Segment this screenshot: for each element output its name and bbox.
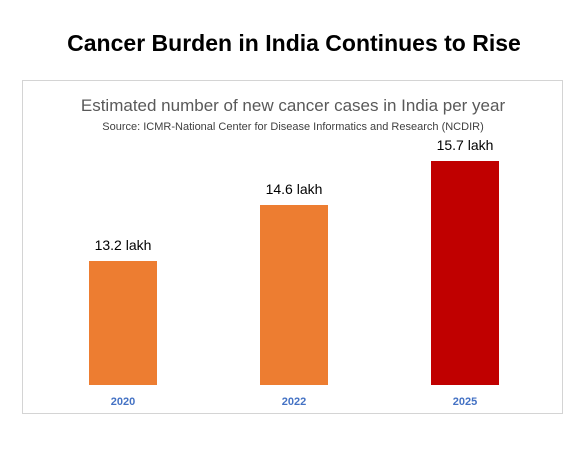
bar-2022 <box>260 205 328 385</box>
data-label-2025: 15.7 lakh <box>437 137 494 153</box>
data-label-2020: 13.2 lakh <box>95 237 152 253</box>
x-tick-label-2020: 2020 <box>111 396 135 408</box>
chart-frame: Estimated number of new cancer cases in … <box>22 80 563 414</box>
x-tick-label-2025: 2025 <box>453 396 477 408</box>
data-labels-group: 13.2 lakh 14.6 lakh 15.7 lakh <box>95 137 494 253</box>
chart-subtitle: Source: ICMR-National Center for Disease… <box>102 121 483 133</box>
data-label-2022: 14.6 lakh <box>266 181 323 197</box>
x-tick-label-2022: 2022 <box>282 396 306 408</box>
page-title: Cancer Burden in India Continues to Rise <box>67 30 521 56</box>
chart-title: Estimated number of new cancer cases in … <box>81 96 506 115</box>
bar-2025 <box>431 161 499 385</box>
bar-2020 <box>89 261 157 385</box>
bar-chart: Estimated number of new cancer cases in … <box>81 96 506 408</box>
bars-group <box>89 161 499 385</box>
x-tick-labels-group: 2020 2022 2025 <box>111 396 477 408</box>
